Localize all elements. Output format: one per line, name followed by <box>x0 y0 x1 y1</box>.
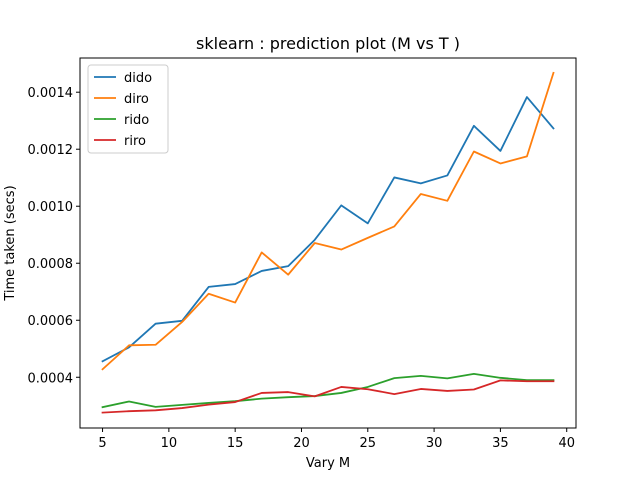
y-tick-label: 0.0012 <box>28 143 74 158</box>
y-tick-label: 0.0004 <box>28 371 74 386</box>
y-tick-label: 0.0014 <box>28 86 74 101</box>
legend-label-dido: dido <box>124 71 152 86</box>
legend-label-rido: rido <box>124 113 149 128</box>
legend: dido diro rido riro <box>87 64 169 154</box>
y-tick-label: 0.0008 <box>28 257 74 272</box>
x-tick-label: 25 <box>360 436 377 451</box>
y-tick-label: 0.0010 <box>28 200 74 215</box>
x-tick-label: 40 <box>558 436 575 451</box>
x-tick-label: 5 <box>98 436 106 451</box>
x-tick-label: 20 <box>293 436 310 451</box>
y-tick-label: 0.0006 <box>28 314 74 329</box>
x-axis-label: Vary M <box>306 456 350 471</box>
x-tick-label: 10 <box>161 436 178 451</box>
plot-area: 5 10 15 20 25 30 35 40 0.0004 0.0006 0.0008 0.0010 0… <box>28 57 577 451</box>
axes-frame <box>79 57 577 429</box>
legend-label-riro: riro <box>124 134 146 149</box>
series-line-diro <box>101 71 555 371</box>
x-tick-label: 30 <box>426 436 443 451</box>
chart-title: sklearn : prediction plot (M vs T ) <box>196 34 460 53</box>
series-line-riro <box>101 379 555 414</box>
series-line-rido <box>101 372 555 409</box>
x-tick-label: 15 <box>227 436 244 451</box>
legend-box <box>87 64 169 154</box>
y-axis-label: Time taken (secs) <box>3 185 18 301</box>
legend-label-diro: diro <box>124 92 149 107</box>
series-line-dido <box>101 96 555 363</box>
x-tick-label: 35 <box>492 436 509 451</box>
